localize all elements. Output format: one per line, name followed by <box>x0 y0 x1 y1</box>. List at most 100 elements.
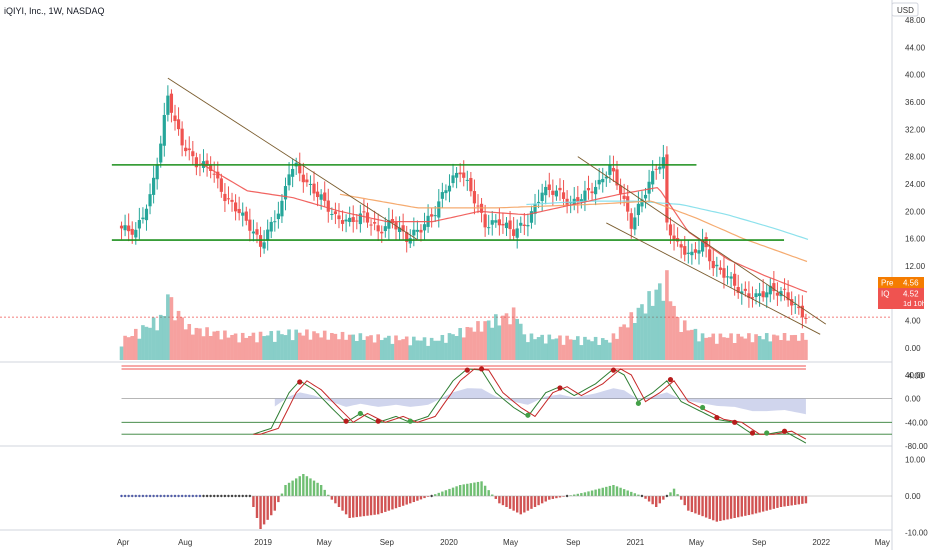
histogram-bar <box>679 496 683 500</box>
histogram-bar <box>712 496 715 521</box>
histogram-bar <box>352 496 355 518</box>
volume-bar <box>736 333 741 360</box>
volume-bar <box>294 329 298 360</box>
candle-body <box>618 185 623 194</box>
histogram-bar <box>704 496 708 518</box>
histogram-bar <box>516 496 519 513</box>
volume-bar <box>647 291 651 360</box>
volume-bar <box>600 338 605 360</box>
volume-bar <box>237 342 241 360</box>
volume-bar <box>283 335 288 360</box>
histogram-bar <box>719 496 722 521</box>
candle-body <box>790 299 794 306</box>
histogram-bar <box>690 496 694 513</box>
candle-body <box>451 175 455 184</box>
volume-bar <box>454 335 459 360</box>
candle-body <box>700 239 705 252</box>
candle-body <box>166 95 170 115</box>
histogram-bar <box>672 488 676 496</box>
histogram-bar <box>341 496 344 511</box>
volume-bar <box>579 345 584 360</box>
volume-bar <box>287 329 291 360</box>
time-tick-label: Aug <box>178 538 192 547</box>
volume-bar <box>265 335 270 360</box>
volume-bar <box>590 341 594 360</box>
histogram-bar <box>590 490 594 496</box>
volume-bar <box>583 336 587 360</box>
volume-bar <box>483 321 487 360</box>
candle-body <box>497 219 501 226</box>
candle-body <box>512 229 516 236</box>
histogram-bar <box>262 496 266 525</box>
candle-body <box>223 193 227 202</box>
candle-body <box>216 171 220 179</box>
volume-bar <box>297 332 302 360</box>
candle-body <box>651 171 655 185</box>
time-axis[interactable]: Apr Aug 2019 May Sep 2020 May Sep 2021 May Sep 2022… <box>117 538 890 547</box>
volume-bar <box>322 330 327 360</box>
price-tick-label: 36.00 <box>905 98 926 107</box>
histogram-bar <box>801 496 804 504</box>
volume-bar <box>123 335 127 360</box>
volume-bar <box>672 305 676 360</box>
volume-bar <box>494 314 498 360</box>
candle-body <box>736 287 740 293</box>
candle-body <box>536 201 541 203</box>
candle-body <box>130 228 134 235</box>
histogram-tick-label: 10.00 <box>905 455 926 464</box>
candle-body <box>148 194 152 207</box>
candle-body <box>244 211 248 221</box>
histogram-bar <box>380 496 383 514</box>
histogram-bar <box>804 496 808 504</box>
price-axis[interactable]: 48.00 44.00 40.00 36.00 32.00 28.00 24.00 20.00… <box>905 16 928 538</box>
histogram-bar <box>633 493 637 496</box>
volume-bar <box>465 326 470 360</box>
candle-body <box>376 225 380 232</box>
histogram-bar <box>316 482 319 496</box>
stochastic-cross-dot <box>478 366 485 372</box>
stochastic-cross-dot <box>407 418 413 424</box>
candle-body <box>608 165 612 175</box>
candle-body <box>800 305 804 318</box>
time-tick-label: 2021 <box>626 538 644 547</box>
volume-bar <box>387 335 391 360</box>
volume-bar <box>447 333 452 360</box>
candle-body <box>155 165 159 180</box>
time-tick-label: Sep <box>566 538 581 547</box>
candle-body <box>194 157 198 168</box>
candle-body <box>804 317 808 319</box>
volume-bar <box>426 345 430 360</box>
volume-bar <box>804 339 808 360</box>
candle-body <box>262 242 266 249</box>
candle-body <box>465 179 469 181</box>
volume-bar <box>280 334 284 360</box>
histogram-bar <box>519 496 522 515</box>
candle-body <box>529 211 534 223</box>
volume-bar <box>551 339 555 360</box>
candle-body <box>540 192 544 201</box>
histogram-bar <box>676 494 679 496</box>
candle-body <box>337 215 341 220</box>
volume-bar <box>183 329 188 360</box>
histogram-bar <box>526 496 530 511</box>
last-price-tag: IQ 4.52 1d 10h <box>878 288 926 309</box>
candle-body <box>743 288 747 291</box>
histogram-bar <box>548 496 551 500</box>
candle-body <box>397 227 402 232</box>
volume-bar <box>255 342 259 360</box>
candle-body <box>750 297 755 299</box>
candle-body <box>601 178 605 183</box>
histogram-bar <box>280 493 284 496</box>
volume-bar <box>330 332 334 360</box>
candle-body <box>615 169 619 186</box>
volume-bar <box>148 327 152 360</box>
volume-bar <box>458 328 462 360</box>
volume-bar <box>290 340 295 360</box>
histogram-bar <box>298 476 301 496</box>
volume-bar <box>515 318 520 360</box>
histogram-bar <box>655 496 658 507</box>
volume-bar <box>461 337 466 360</box>
price-pane <box>0 77 892 335</box>
histogram-bar <box>348 496 351 518</box>
